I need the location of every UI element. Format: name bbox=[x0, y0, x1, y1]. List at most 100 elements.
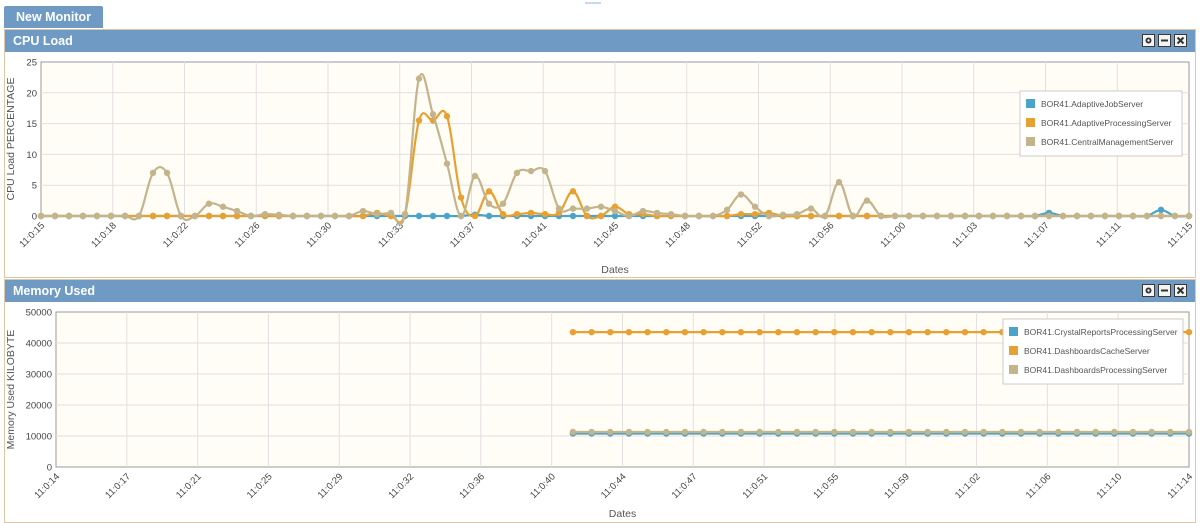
series-point bbox=[1045, 212, 1053, 220]
series-point bbox=[625, 212, 633, 220]
series-point bbox=[93, 212, 101, 220]
close-icon[interactable] bbox=[1174, 284, 1187, 297]
minimize-icon[interactable] bbox=[1158, 34, 1171, 47]
series-point bbox=[205, 212, 213, 220]
series-point bbox=[868, 328, 875, 336]
legend-label: BOR41.CentralManagementServer bbox=[1041, 137, 1173, 147]
series-point bbox=[943, 328, 950, 336]
y-tick-label: 25 bbox=[26, 58, 37, 69]
series-point bbox=[471, 172, 479, 180]
series-point bbox=[756, 428, 763, 436]
series-point bbox=[401, 210, 409, 218]
x-axis-title: Dates bbox=[601, 264, 628, 276]
x-tick-label: 11:1:03 bbox=[950, 220, 980, 250]
legend-swatch bbox=[1009, 327, 1018, 336]
series-point bbox=[737, 428, 745, 436]
x-tick-label: 11:0:14 bbox=[32, 471, 62, 501]
memory-used-chart: 0 10000 20000 30000 40000 50000 11:0:14 11:0:17… bbox=[5, 308, 1195, 521]
series-point bbox=[359, 207, 367, 215]
series-point bbox=[765, 212, 773, 220]
gear-icon[interactable] bbox=[1142, 284, 1155, 297]
series-point bbox=[1171, 212, 1179, 220]
gear-icon[interactable] bbox=[1142, 34, 1155, 47]
x-tick-label: 11:1:15 bbox=[1165, 220, 1195, 250]
x-tick-label: 11:0:29 bbox=[316, 471, 346, 501]
series-point bbox=[527, 209, 535, 217]
panel-title: Memory Used bbox=[13, 284, 95, 298]
series-point bbox=[775, 328, 782, 336]
series-point bbox=[387, 209, 395, 217]
series-point bbox=[597, 212, 605, 220]
legend-label: BOR41.AdaptiveJobServer bbox=[1041, 99, 1143, 109]
series-point bbox=[1073, 428, 1081, 436]
series-point bbox=[233, 212, 241, 220]
series-point bbox=[79, 212, 87, 220]
series-point bbox=[667, 210, 675, 218]
series-point bbox=[887, 428, 894, 436]
series-point bbox=[700, 328, 707, 336]
y-tick-label: 5 bbox=[32, 181, 37, 192]
legend-label: BOR41.AdaptiveProcessingServer bbox=[1041, 118, 1172, 128]
memory-used-panel: Memory Used 0 10000 20000 30000 40000 50000 11… bbox=[4, 279, 1196, 523]
series-point bbox=[1055, 428, 1062, 436]
series-point bbox=[569, 428, 577, 436]
series-point bbox=[569, 212, 577, 220]
series-point bbox=[345, 212, 353, 220]
series-point bbox=[681, 212, 689, 220]
x-tick-label: 11:0:15 bbox=[17, 220, 47, 250]
legend-swatch bbox=[1026, 99, 1035, 108]
series-point bbox=[373, 210, 381, 218]
x-tick-label: 11:0:45 bbox=[591, 220, 621, 250]
series-point bbox=[868, 428, 875, 436]
close-icon[interactable] bbox=[1174, 34, 1187, 47]
series-point bbox=[261, 210, 269, 218]
x-tick-label: 11:0:26 bbox=[233, 220, 263, 250]
series-point bbox=[607, 328, 614, 336]
series-point bbox=[1143, 212, 1151, 220]
series-point bbox=[611, 212, 619, 220]
x-tick-label: 11:1:07 bbox=[1022, 220, 1052, 250]
tab-new-monitor[interactable]: New Monitor bbox=[4, 6, 103, 28]
series-point bbox=[541, 210, 549, 218]
series-point bbox=[1129, 212, 1137, 220]
series-point bbox=[943, 428, 950, 436]
series-point bbox=[723, 212, 731, 220]
series-point bbox=[1157, 206, 1165, 214]
series-point bbox=[663, 328, 670, 336]
y-tick-label: 30000 bbox=[26, 370, 52, 381]
x-tick-label: 11:0:36 bbox=[457, 471, 487, 501]
minimize-icon[interactable] bbox=[1158, 284, 1171, 297]
series-point bbox=[980, 428, 987, 436]
series-point bbox=[835, 178, 843, 186]
x-tick-label: 11:1:02 bbox=[953, 471, 983, 501]
series-point bbox=[597, 203, 605, 210]
series-point bbox=[961, 212, 969, 220]
series-point bbox=[1092, 428, 1099, 436]
series-point bbox=[639, 207, 647, 215]
legend-swatch bbox=[1026, 118, 1035, 127]
series-point bbox=[1129, 428, 1137, 436]
series-point bbox=[359, 212, 367, 220]
series-point bbox=[719, 428, 726, 436]
series-point bbox=[569, 188, 577, 195]
series-point bbox=[835, 212, 843, 220]
series-point bbox=[583, 212, 591, 220]
series-point bbox=[275, 211, 283, 218]
series-point bbox=[121, 212, 129, 220]
series-point bbox=[775, 428, 782, 436]
series-point bbox=[1157, 212, 1165, 220]
series-point bbox=[700, 428, 707, 436]
series-point bbox=[737, 210, 745, 218]
series-point bbox=[1101, 212, 1109, 220]
top-decoration bbox=[585, 2, 601, 4]
x-tick-label: 11:0:41 bbox=[520, 220, 550, 250]
series-point bbox=[793, 428, 801, 436]
series-point bbox=[219, 212, 227, 220]
series-point bbox=[205, 200, 213, 207]
series-point bbox=[723, 206, 731, 214]
x-tick-label: 11:0:37 bbox=[448, 220, 478, 250]
series-point bbox=[499, 200, 507, 207]
x-tick-label: 11:0:30 bbox=[304, 220, 334, 250]
series-point bbox=[485, 212, 493, 220]
series-point bbox=[751, 203, 759, 210]
